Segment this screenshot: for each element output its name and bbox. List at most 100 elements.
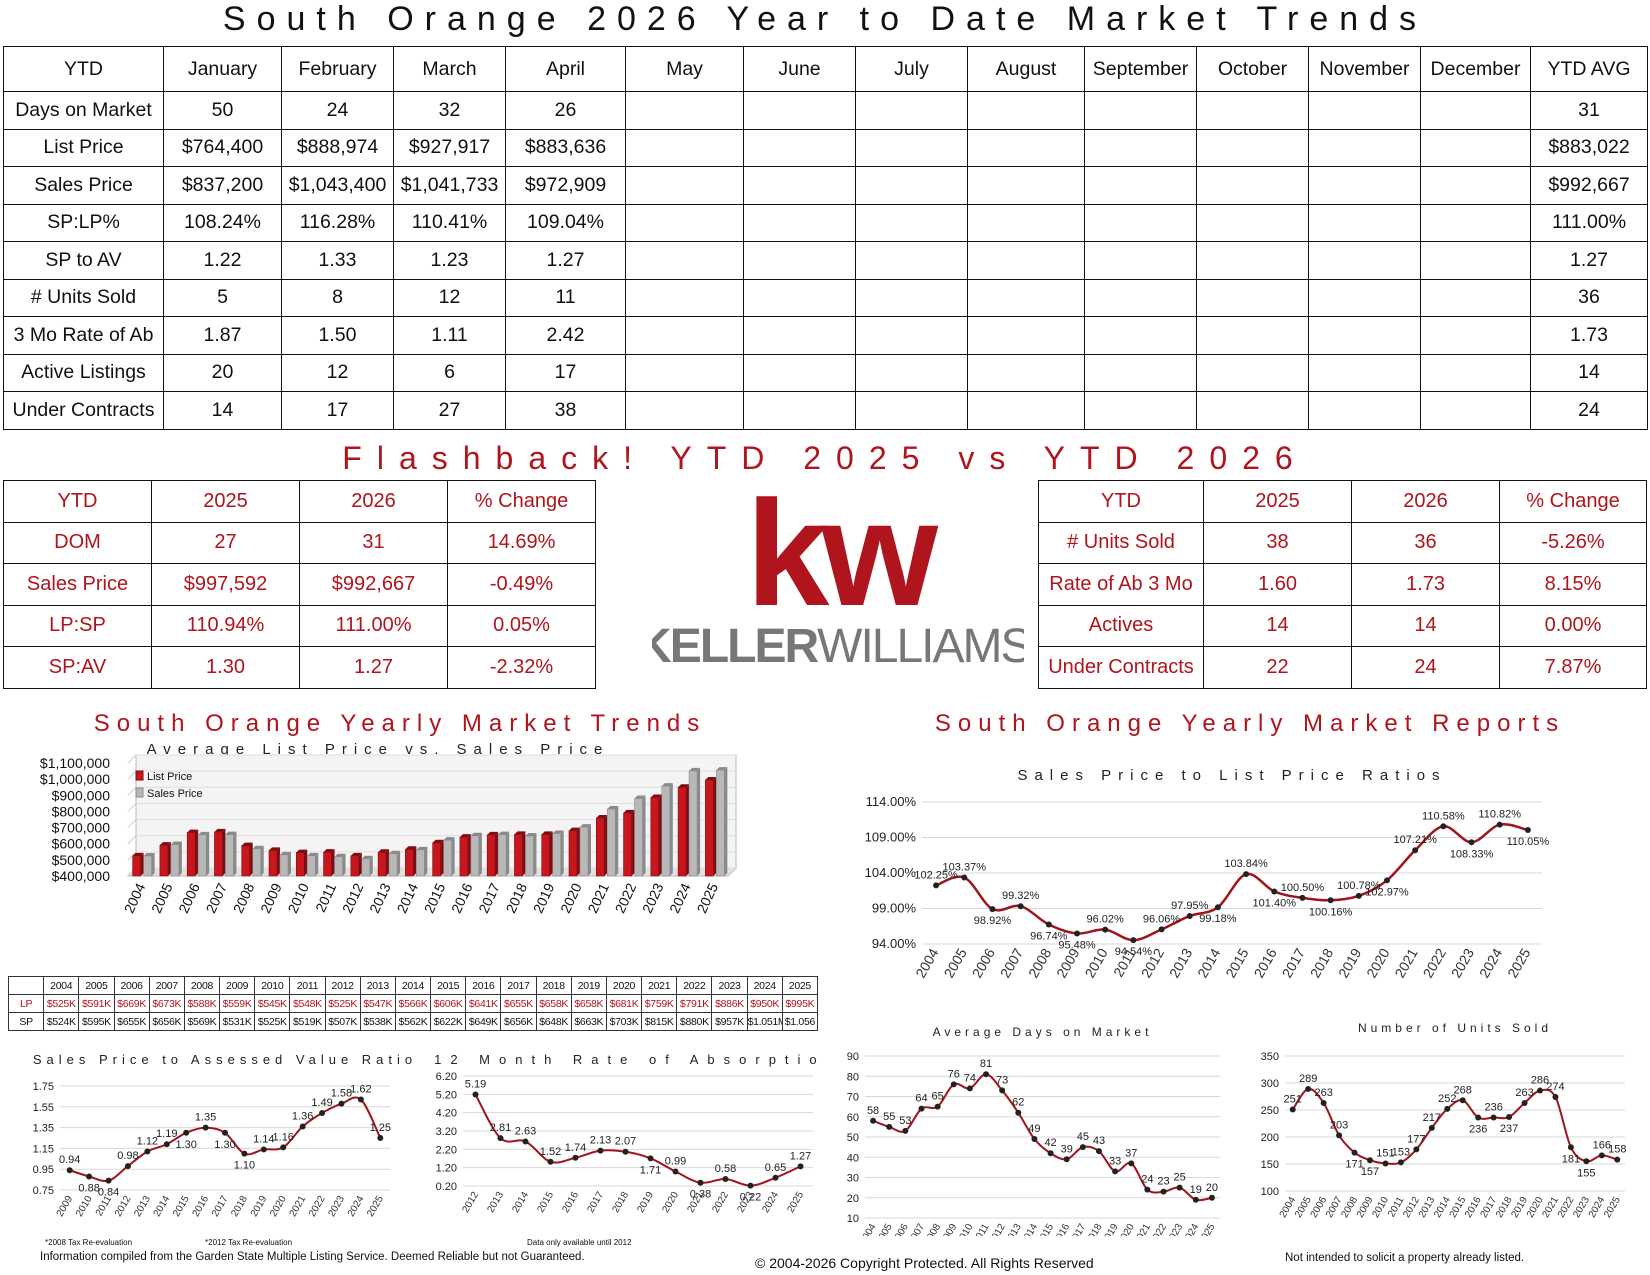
data-point — [1336, 1132, 1343, 1139]
data-label: 251 — [1284, 1093, 1302, 1105]
x-tick-label: 2020 — [1363, 945, 1393, 980]
data-label: 1.49 — [311, 1097, 332, 1109]
table-cell — [1308, 203, 1421, 242]
x-tick-label: 2012 — [460, 1190, 481, 1215]
bar — [650, 794, 662, 877]
sp-cell: $648K — [535, 1012, 572, 1031]
bar — [225, 831, 237, 877]
x-tick-label: 2005 — [940, 945, 970, 980]
bar — [541, 831, 553, 877]
table-cell: 5 — [163, 278, 282, 317]
data-label: 1.74 — [565, 1142, 586, 1154]
gridline — [127, 835, 137, 845]
table-cell: $997,592 — [151, 563, 300, 606]
series-line — [872, 1073, 1213, 1202]
year-cell: 2020 — [605, 976, 643, 995]
list-vs-sales-chart: Average List Price vs. Sales Price $400,0… — [40, 741, 738, 916]
data-point — [1614, 1156, 1621, 1163]
y-tick-label: 300 — [1261, 1078, 1279, 1090]
table-cell — [1308, 353, 1421, 392]
x-tick-label: 2017 — [585, 1190, 606, 1215]
table-cell — [967, 353, 1085, 392]
table-cell: 12 — [281, 353, 394, 392]
kw-wordmark: KELLERWILLIAMS® — [652, 620, 1024, 673]
data-label: 96.02% — [1087, 914, 1125, 926]
table-cell — [967, 128, 1085, 167]
data-label: 177 — [1407, 1133, 1425, 1145]
year-cell: 2016 — [465, 976, 502, 995]
x-tick-label: 2019 — [530, 880, 558, 915]
data-label: 110.58% — [1422, 810, 1465, 822]
y-tick-label: 4.20 — [436, 1108, 457, 1120]
table-cell: $1,041,733 — [393, 166, 506, 205]
data-point — [377, 1135, 384, 1141]
table-cell — [967, 278, 1085, 317]
table-cell: 1.73 — [1351, 563, 1500, 606]
x-tick-label: 2025 — [785, 1190, 806, 1215]
bar — [677, 784, 690, 877]
row-label: Under Contracts — [3, 391, 164, 430]
row-label: 3 Mo Rate of Ab — [3, 316, 164, 355]
y-tick-label: 200 — [1261, 1132, 1279, 1144]
data-label: 96.06% — [1143, 913, 1181, 925]
column-header: August — [967, 46, 1085, 92]
y-tick-label: 80 — [847, 1071, 859, 1083]
x-tick-label: 2025 — [365, 1194, 386, 1219]
y-tick-label: $500,000 — [52, 852, 111, 868]
x-tick-label: 2021 — [1391, 945, 1421, 980]
lp-cell: $658K — [570, 994, 607, 1013]
column-header: YTD AVG — [1530, 46, 1648, 92]
ytd-avg-cell: $992,667 — [1530, 166, 1648, 205]
data-point — [497, 1135, 504, 1142]
x-tick-label: 2024 — [346, 1194, 367, 1219]
data-label: 252 — [1438, 1093, 1456, 1105]
data-point — [183, 1129, 190, 1136]
data-point — [66, 1167, 73, 1174]
lp-cell: $673K — [148, 994, 185, 1013]
year-cell: 2021 — [641, 976, 678, 995]
row-label: Sales Price — [3, 563, 152, 606]
sp-cell: $656K — [500, 1012, 537, 1031]
row-label: SP:LP% — [3, 203, 164, 242]
table-cell — [1308, 128, 1421, 167]
x-tick-label: 2008 — [230, 880, 258, 915]
x-tick-label: 2017 — [210, 1194, 231, 1219]
data-point — [1095, 1148, 1102, 1155]
data-point — [1271, 888, 1278, 895]
y-tick-label: 20 — [847, 1193, 859, 1205]
year-cell: 2005 — [78, 976, 115, 995]
x-tick-label: 2007 — [997, 945, 1027, 980]
data-label: 108.33% — [1450, 848, 1494, 860]
data-point — [1440, 823, 1447, 830]
table-cell: 14 — [163, 391, 282, 430]
data-point — [1552, 1094, 1559, 1101]
data-label: 64 — [915, 1093, 927, 1105]
x-tick-label: 2014 — [393, 880, 421, 915]
data-label: 37 — [1125, 1147, 1137, 1159]
data-label: 76 — [948, 1068, 960, 1080]
column-header: January — [163, 46, 282, 92]
yearly-reports-title: South Orange Yearly Market Reports — [934, 710, 1566, 737]
bar — [350, 852, 362, 877]
note-data-availability: Data only available until 2012 — [527, 1238, 632, 1247]
data-point — [357, 1096, 364, 1103]
x-tick-label: 2018 — [610, 1190, 631, 1215]
table-cell: 1.23 — [393, 241, 506, 280]
sp-cell: $622K — [430, 1012, 467, 1031]
data-label: 1.30 — [214, 1139, 235, 1151]
data-label: 102.97% — [1365, 886, 1409, 898]
table-cell: 111.00% — [299, 604, 448, 647]
data-label: 43 — [1093, 1135, 1105, 1147]
x-tick-label: 2019 — [249, 1194, 270, 1219]
sp-cell: $957K — [711, 1012, 748, 1031]
table-cell — [1084, 128, 1197, 167]
table-cell — [855, 278, 968, 317]
data-point — [950, 1081, 957, 1088]
table-row: DOM 27 31 14.69% — [3, 521, 596, 564]
lp-cell: $606K — [430, 994, 467, 1013]
table-cell: 11 — [505, 278, 626, 317]
lp-cell: $545K — [254, 994, 291, 1013]
data-label: 1.71 — [640, 1164, 661, 1176]
bar — [459, 834, 471, 877]
year-cell: 2006 — [113, 976, 150, 995]
